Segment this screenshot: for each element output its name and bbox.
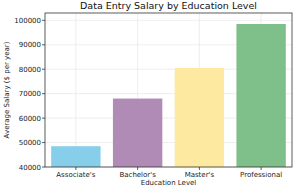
bar bbox=[113, 99, 162, 167]
y-tick bbox=[42, 20, 45, 21]
y-tick-label: 100000 bbox=[14, 17, 41, 25]
y-tick bbox=[42, 142, 45, 143]
x-tick bbox=[75, 167, 76, 170]
y-tick-label: 90000 bbox=[19, 41, 41, 49]
y-tick-label: 70000 bbox=[19, 90, 41, 98]
bar bbox=[51, 146, 100, 167]
bar bbox=[236, 24, 285, 167]
title: Data Entry Salary by Education Level bbox=[80, 0, 257, 11]
y-tick bbox=[42, 93, 45, 94]
y-tick bbox=[42, 44, 45, 45]
y-axis-label: Average Salary ($ per year) bbox=[3, 41, 11, 138]
x-tick-label: Bachelor's bbox=[119, 171, 156, 179]
plot-frame bbox=[45, 13, 292, 167]
x-tick-label: Master's bbox=[185, 171, 215, 179]
y-tick-label: 80000 bbox=[19, 66, 41, 74]
y-tick-label: 50000 bbox=[19, 139, 41, 147]
x-axis-label: Education Level bbox=[141, 179, 197, 187]
x-tick-label: Associate's bbox=[56, 171, 95, 179]
grid-line bbox=[45, 20, 292, 21]
x-tick bbox=[199, 167, 200, 170]
x-tick bbox=[137, 167, 138, 170]
grid-line-x bbox=[75, 13, 76, 167]
chart: 40000 50000 60000 70000 80000 90000 100000 Asso… bbox=[0, 0, 300, 188]
chart-root: 40000 50000 60000 70000 80000 90000 100000 Asso… bbox=[0, 0, 300, 188]
x-tick bbox=[261, 167, 262, 170]
bars bbox=[51, 24, 286, 167]
x-tick-label: Professional bbox=[240, 171, 282, 179]
y-tick bbox=[42, 69, 45, 70]
y-tick-label: 60000 bbox=[19, 115, 41, 123]
y-tick bbox=[42, 118, 45, 119]
bar bbox=[175, 68, 224, 167]
y-tick-label: 40000 bbox=[19, 164, 41, 172]
y-tick bbox=[42, 167, 45, 168]
